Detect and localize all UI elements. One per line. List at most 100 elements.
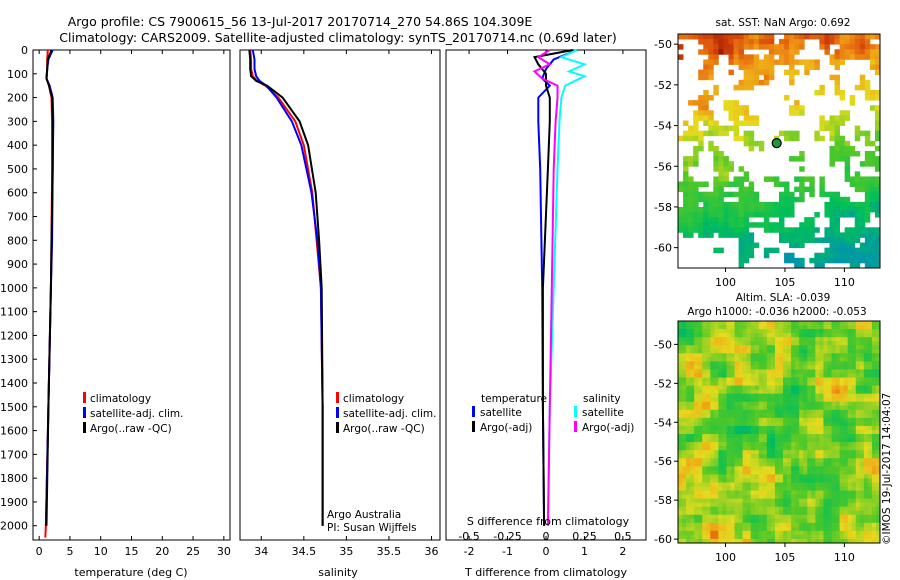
sla-cell xyxy=(783,498,788,504)
sla-cell xyxy=(855,530,861,536)
sla-cell xyxy=(690,353,695,358)
sla-cell xyxy=(750,538,756,544)
sla-cell xyxy=(807,538,812,544)
sla-cell xyxy=(718,377,723,382)
sla-cell xyxy=(779,353,784,358)
sla-cell xyxy=(859,522,865,528)
y-tick-label: -50 xyxy=(654,338,672,351)
sst-cell xyxy=(708,69,714,76)
sla-cell xyxy=(779,458,784,463)
sla-cell xyxy=(742,482,748,487)
sla-cell xyxy=(694,474,699,479)
sst-cell xyxy=(708,125,714,132)
sst-cell xyxy=(794,130,800,137)
sla-cell xyxy=(710,361,715,366)
sla-cell xyxy=(851,462,857,467)
temperature-xlabel: temperature (deg C) xyxy=(74,566,187,579)
sla-cell xyxy=(754,514,760,520)
sla-cell xyxy=(875,438,881,443)
sla-cell xyxy=(698,530,703,536)
sla-cell xyxy=(871,417,877,423)
y-tick-label: 2000 xyxy=(0,520,28,533)
sst-cell xyxy=(743,69,750,76)
sla-cell xyxy=(746,486,752,491)
sla-cell xyxy=(738,502,744,508)
sla-cell xyxy=(827,466,832,471)
sla-cell xyxy=(847,421,853,427)
sla-cell xyxy=(738,393,744,399)
sla-cell xyxy=(867,470,873,475)
sla-cell xyxy=(795,421,800,427)
sla-cell xyxy=(791,393,796,399)
sla-cell xyxy=(783,373,788,378)
sla-cell xyxy=(807,490,812,495)
sla-cell xyxy=(847,474,853,479)
sla-cell xyxy=(867,506,873,512)
sla-cell xyxy=(847,337,853,342)
sla-cell xyxy=(694,337,699,342)
sla-cell xyxy=(758,506,764,512)
sla-cell xyxy=(746,474,752,479)
sst-cell xyxy=(809,186,815,193)
sla-cell xyxy=(803,405,808,411)
sla-cell xyxy=(758,526,764,532)
sla-cell xyxy=(734,341,739,346)
sla-cell xyxy=(710,474,715,479)
sla-cell xyxy=(750,381,756,386)
x-tick-label: 1 xyxy=(581,545,588,558)
sla-cell xyxy=(859,425,865,431)
sla-cell xyxy=(726,341,731,346)
sla-cell xyxy=(770,490,776,495)
sla-cell xyxy=(807,377,812,382)
sla-cell xyxy=(795,337,800,342)
sla-cell xyxy=(819,329,824,334)
sst-cell xyxy=(849,247,856,254)
sst-cell xyxy=(824,212,830,218)
sla-cell xyxy=(714,446,719,451)
sla-cell xyxy=(706,341,711,346)
sst-cell xyxy=(703,232,709,238)
sla-cell xyxy=(839,401,845,407)
sla-cell xyxy=(831,530,836,536)
sla-cell xyxy=(839,397,845,403)
sla-cell xyxy=(762,389,768,395)
sla-cell xyxy=(750,490,756,495)
sla-cell xyxy=(746,425,752,431)
sla-cell xyxy=(722,369,727,374)
sla-cell xyxy=(847,325,853,330)
y-tick-label: -56 xyxy=(654,455,672,468)
sla-cell xyxy=(815,502,820,508)
sla-cell xyxy=(694,470,699,475)
y-tick-label: -58 xyxy=(654,494,672,507)
sla-cell xyxy=(678,345,683,350)
sla-cell xyxy=(714,458,719,463)
sla-cell xyxy=(815,494,820,499)
sla-cell xyxy=(807,401,812,407)
sla-cell xyxy=(859,401,865,407)
sla-cell xyxy=(710,377,715,382)
sla-cell xyxy=(738,425,744,431)
sla-cell xyxy=(678,474,683,479)
sla-cell xyxy=(875,474,881,479)
sst-cell xyxy=(708,34,714,40)
sla-cell xyxy=(770,450,776,455)
sla-cell xyxy=(811,337,816,342)
sla-cell xyxy=(807,397,812,403)
sla-cell xyxy=(710,466,715,471)
sla-cell xyxy=(770,466,776,471)
sst-cell xyxy=(773,44,780,50)
sla-cell xyxy=(815,534,820,540)
sla-cell xyxy=(807,373,812,378)
sla-cell xyxy=(718,486,723,491)
sla-cell xyxy=(875,442,881,447)
sla-cell xyxy=(787,345,792,350)
sla-cell xyxy=(863,454,869,459)
sla-cell xyxy=(682,458,687,463)
sst-cell xyxy=(768,74,775,81)
sla-cell xyxy=(738,482,744,487)
sla-cell xyxy=(750,397,756,403)
sla-cell xyxy=(811,442,816,447)
sla-cell xyxy=(774,434,780,439)
sst-cell xyxy=(748,222,755,228)
sla-cell xyxy=(738,438,744,443)
